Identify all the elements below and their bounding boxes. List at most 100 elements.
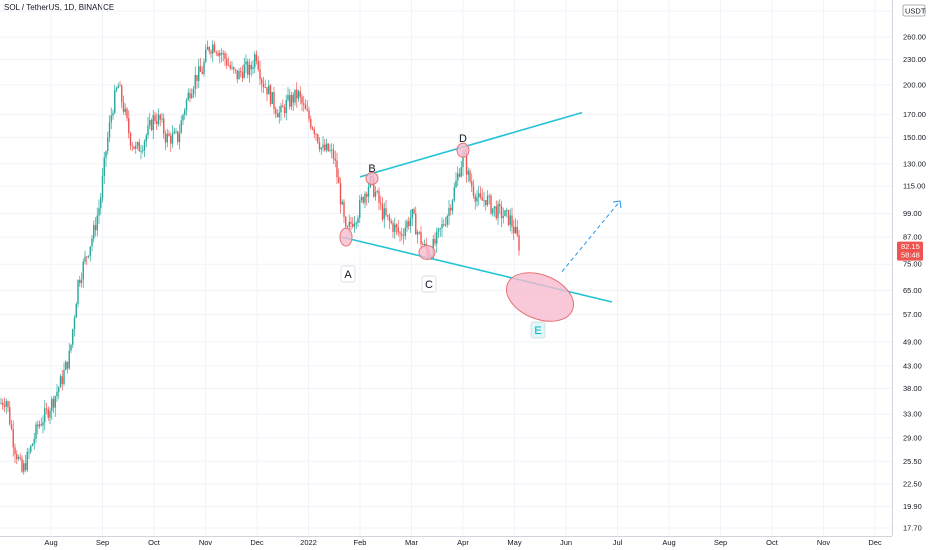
candle-body [227, 65, 230, 66]
price-axis-bg [892, 0, 932, 550]
candle-body [511, 215, 513, 227]
candle-body [250, 64, 252, 70]
candle-body [222, 53, 224, 55]
candle-down [16, 450, 18, 465]
candle-body [42, 422, 44, 426]
candle-up [187, 88, 189, 101]
candle-up [406, 219, 408, 232]
candle-down [413, 207, 415, 215]
candle-down [86, 255, 88, 266]
candle-body [423, 243, 426, 246]
candle-up [91, 235, 93, 252]
candle-body [346, 226, 349, 228]
candle-down [511, 207, 513, 234]
candle-body [296, 89, 298, 99]
candle-up [278, 106, 280, 124]
candle-body [385, 208, 387, 216]
projection-arrow [561, 200, 621, 273]
candle-down [471, 173, 473, 192]
candle-body [380, 202, 382, 204]
candle-body [504, 210, 506, 217]
candle-body [136, 142, 139, 146]
pivot-marker-C [418, 244, 436, 260]
candle-down [402, 228, 405, 245]
candle-up [493, 206, 496, 217]
candle-body [352, 223, 354, 227]
pivot-marker-A [339, 227, 353, 247]
candle-down [128, 110, 130, 139]
candle-body [19, 457, 21, 459]
candle-body [12, 428, 14, 448]
candle-down [395, 223, 398, 236]
candle-down [304, 99, 307, 110]
candle-down [224, 50, 226, 67]
candle-body [65, 361, 67, 371]
candle-down [215, 50, 217, 57]
candle-body [220, 52, 223, 55]
candle-up [136, 141, 139, 150]
candle-down [308, 106, 310, 123]
candle-down [229, 61, 231, 71]
candle-body [26, 452, 28, 471]
candle-body [397, 227, 399, 233]
candle-up [322, 136, 324, 152]
candle-body [105, 151, 107, 158]
candle-body [203, 61, 205, 75]
candle-down [66, 361, 69, 374]
candle-down [119, 80, 121, 87]
candle-up [280, 103, 282, 121]
candle-body [178, 133, 181, 142]
candle-down [19, 453, 21, 461]
candle-down [9, 401, 11, 426]
candle-down [3, 397, 6, 413]
candle-body [341, 201, 343, 205]
candle-down [241, 65, 244, 82]
candle-up [297, 89, 300, 102]
candle-down [450, 204, 452, 216]
price-axis: 300.00260.00230.00200.00170.00150.00130.… [892, 0, 932, 550]
time-tick-label: Dec [868, 538, 882, 547]
candle-body [236, 70, 238, 80]
candle-up [87, 255, 90, 259]
candle-body [493, 206, 496, 209]
candle-up [117, 82, 119, 89]
candle-up [68, 343, 70, 370]
candle-body [91, 238, 93, 247]
candle-body [121, 85, 123, 103]
candle-body [401, 233, 403, 236]
candle-body [66, 361, 69, 369]
candle-up [98, 199, 100, 224]
time-tick-label: Jun [560, 538, 572, 547]
candle-body [455, 180, 457, 188]
candle-body [378, 191, 380, 203]
candle-body [345, 216, 347, 227]
candle-down [2, 398, 4, 411]
candle-body [229, 65, 231, 69]
candle-body [164, 133, 167, 143]
candle-up [180, 115, 182, 134]
candle-body [96, 215, 98, 231]
candle-body [280, 105, 282, 113]
candle-body [343, 201, 345, 217]
candle-body [23, 463, 25, 472]
candle-down [390, 218, 392, 225]
candle-down [378, 187, 380, 211]
candle-body [415, 213, 417, 235]
candle-up [488, 193, 490, 205]
price-tick-label: 33.00 [903, 410, 922, 419]
candle-body [59, 376, 62, 388]
price-tick-label: 260.00 [903, 33, 926, 42]
candle-up [219, 50, 221, 64]
candle-up [476, 189, 478, 207]
time-tick-label: 2022 [300, 538, 317, 547]
candle-down [345, 215, 347, 229]
candle-body [287, 95, 289, 100]
candle-body [243, 64, 245, 78]
candle-up [135, 141, 137, 154]
candle-down [385, 199, 387, 217]
candle-down [189, 88, 191, 103]
candle-body [364, 193, 366, 203]
candle-up [70, 344, 72, 354]
candle-up [325, 138, 328, 153]
